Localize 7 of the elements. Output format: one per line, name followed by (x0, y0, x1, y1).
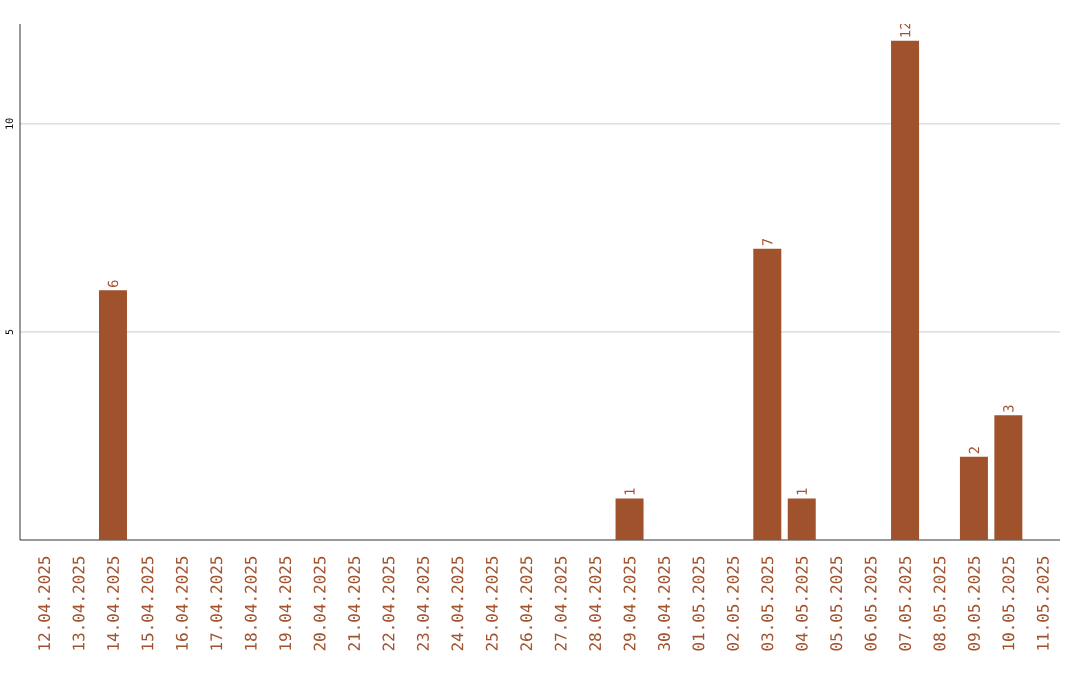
bar (98, 290, 127, 540)
bar (787, 498, 816, 540)
bar (994, 415, 1023, 540)
bar (753, 248, 782, 540)
bar (615, 498, 644, 540)
bar (959, 456, 988, 540)
bar (891, 40, 920, 540)
